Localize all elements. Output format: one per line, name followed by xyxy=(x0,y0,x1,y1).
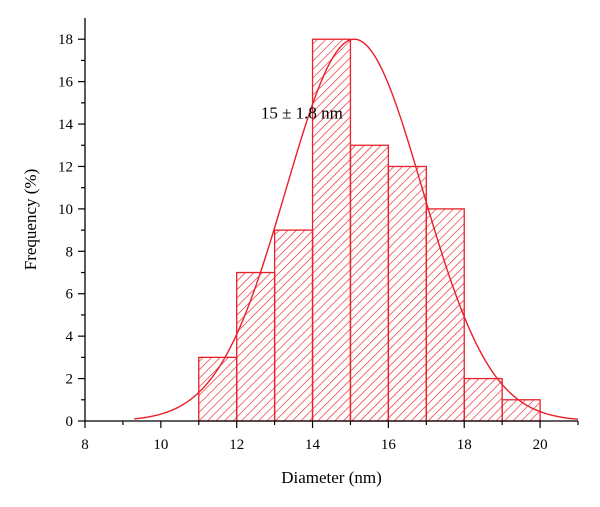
y-tick-label: 0 xyxy=(66,414,74,430)
histogram-bar xyxy=(425,208,465,422)
y-tick-label: 14 xyxy=(58,117,74,133)
histogram-bar xyxy=(273,229,314,422)
x-tick-label: 16 xyxy=(381,437,397,453)
fit-annotation: 15 ± 1.8 nm xyxy=(261,103,343,122)
histogram-bar xyxy=(198,356,238,422)
x-axis-title: Diameter (nm) xyxy=(281,468,382,487)
x-tick-label: 18 xyxy=(457,437,472,453)
x-tick-label: 14 xyxy=(305,437,321,453)
y-tick-label: 2 xyxy=(66,372,74,388)
histogram-bar xyxy=(236,271,276,422)
y-tick-label: 16 xyxy=(58,75,74,91)
y-axis-title: Frequency (%) xyxy=(21,169,40,271)
y-axis-ticks: 0 2 4 6 8 10 12 14 16 18 xyxy=(58,32,85,430)
y-tick-label: 12 xyxy=(58,159,73,175)
y-tick-label: 8 xyxy=(66,244,74,260)
x-tick-label: 10 xyxy=(153,437,168,453)
histogram-bar xyxy=(387,165,427,422)
y-tick-label: 10 xyxy=(58,202,73,218)
histogram-bar xyxy=(311,38,352,422)
axes xyxy=(84,18,578,422)
histogram-bar xyxy=(501,399,541,422)
y-tick-label: 6 xyxy=(66,287,74,303)
x-axis-ticks: 8 10 12 14 16 18 20 xyxy=(81,421,579,453)
y-tick-label: 18 xyxy=(58,32,73,48)
histogram-bar xyxy=(349,144,390,422)
normal-fit-curve xyxy=(134,38,579,420)
histogram-bar xyxy=(463,377,503,422)
x-tick-label: 12 xyxy=(229,437,244,453)
histogram-bars xyxy=(198,38,541,422)
x-tick-label: 8 xyxy=(81,437,89,453)
x-tick-label: 20 xyxy=(533,437,548,453)
y-tick-label: 4 xyxy=(66,329,74,345)
